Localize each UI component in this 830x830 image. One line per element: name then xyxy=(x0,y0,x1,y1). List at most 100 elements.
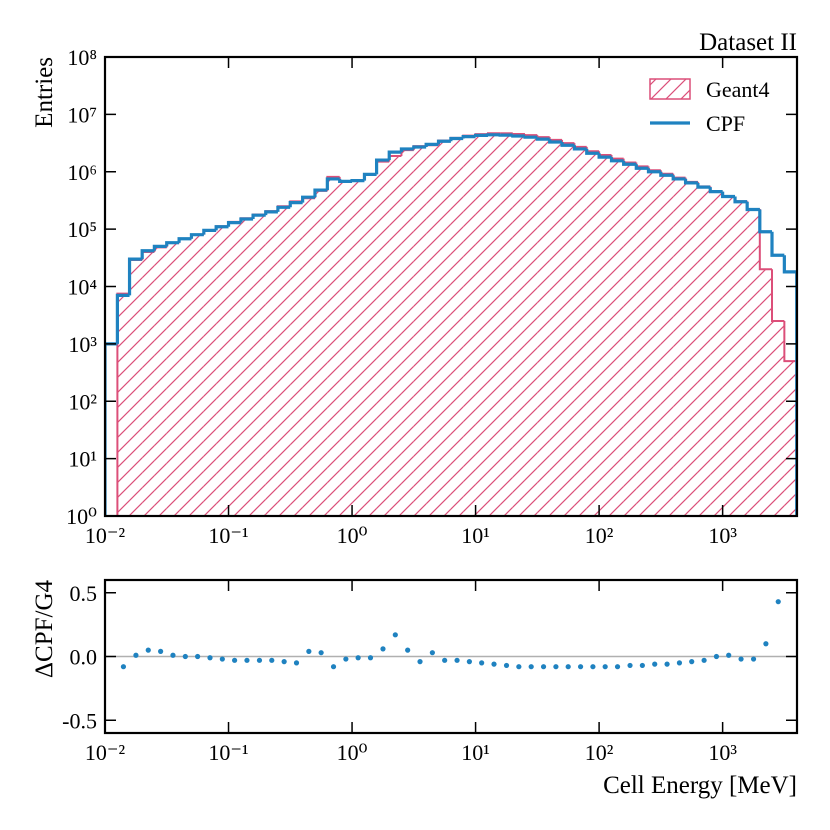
hatched-bar xyxy=(179,238,192,516)
hatched-bar xyxy=(512,133,525,516)
hatched-bar xyxy=(735,201,748,516)
point xyxy=(367,655,374,661)
hist-outline xyxy=(758,209,772,271)
hatched-bar xyxy=(697,186,711,516)
step-line xyxy=(301,195,315,203)
y-tick-label: 10⁶ xyxy=(67,160,97,185)
step-line xyxy=(424,142,439,148)
hatched-bar xyxy=(673,177,686,516)
x-tick-label: 10² xyxy=(585,740,614,765)
legend-swatch xyxy=(649,78,691,100)
hatched-bar xyxy=(562,143,575,516)
point xyxy=(380,646,386,652)
hatched-bar xyxy=(253,214,266,516)
step-line xyxy=(362,172,377,181)
hist-outline xyxy=(647,166,661,172)
y-tick-label: 10² xyxy=(68,389,97,414)
plot-area xyxy=(105,132,797,516)
point xyxy=(133,652,139,658)
point xyxy=(763,641,769,647)
y-tick-label: 0.5 xyxy=(70,581,98,606)
point xyxy=(775,599,781,605)
point xyxy=(207,655,213,661)
hatched-bar xyxy=(524,135,538,516)
point xyxy=(306,648,312,655)
point xyxy=(553,664,559,670)
step-line xyxy=(572,145,587,151)
step-line xyxy=(535,137,550,141)
step-line xyxy=(325,177,340,191)
step-line xyxy=(733,196,748,204)
hist-outline xyxy=(746,201,760,211)
point xyxy=(293,660,300,666)
hatched-bar xyxy=(487,133,501,516)
hist-outline xyxy=(684,177,698,183)
x-tick-label: 10¹ xyxy=(461,740,490,765)
step-line xyxy=(473,133,488,138)
step-line xyxy=(609,157,624,163)
hatched-bar xyxy=(475,134,488,516)
step-line xyxy=(338,178,353,183)
step-line xyxy=(708,187,723,194)
point xyxy=(145,647,151,653)
hatched-bar xyxy=(129,259,143,516)
y-axis-label: ΔCPF/G4 xyxy=(31,580,58,679)
step-line xyxy=(387,150,402,161)
x-tick-label: 10⁰ xyxy=(337,523,368,548)
hatched-bar xyxy=(426,145,439,516)
hatched-bar xyxy=(772,321,785,516)
step-line xyxy=(486,133,501,137)
point xyxy=(392,632,398,638)
step-line xyxy=(226,220,241,227)
hatched-bar xyxy=(710,191,723,516)
y-tick-label: 0.0 xyxy=(70,645,98,670)
y-tick-label: 10⁴ xyxy=(67,275,97,300)
y-tick-label: 10⁸ xyxy=(67,45,97,70)
hatched-bar xyxy=(599,154,612,516)
step-line xyxy=(127,257,143,296)
hatched-bar xyxy=(339,180,353,516)
step-line xyxy=(165,241,180,247)
hatched-bar xyxy=(463,135,476,516)
step-line xyxy=(461,134,476,139)
step-line xyxy=(449,136,464,142)
point xyxy=(639,662,645,669)
step-line xyxy=(177,237,192,243)
point xyxy=(614,664,621,670)
step-line xyxy=(436,139,451,145)
y-tick-label: -0.5 xyxy=(62,708,97,733)
step-line xyxy=(115,293,130,344)
point xyxy=(701,657,707,663)
hatched-bar xyxy=(784,361,797,516)
point xyxy=(503,662,510,669)
point xyxy=(182,653,188,660)
point xyxy=(219,656,225,662)
hist-outline xyxy=(548,137,563,141)
step-line xyxy=(523,135,538,139)
x-axis-label: Cell Energy [MeV] xyxy=(603,772,797,799)
step-line xyxy=(560,142,575,147)
step-line xyxy=(350,179,365,183)
point xyxy=(479,660,485,666)
point xyxy=(602,664,608,670)
point xyxy=(528,664,534,670)
point xyxy=(664,661,670,667)
hist-outline xyxy=(598,151,612,156)
point xyxy=(466,659,472,665)
hatched-bar xyxy=(611,158,624,516)
x-tick-label: 10³ xyxy=(708,740,737,765)
hatched-bar xyxy=(117,293,130,516)
point xyxy=(195,653,201,660)
step-line xyxy=(548,139,563,144)
hatched-bar xyxy=(401,150,414,516)
point xyxy=(491,661,497,667)
step-line xyxy=(189,233,204,239)
y-tick-label: 10⁵ xyxy=(67,217,97,242)
point xyxy=(590,664,596,670)
step-line xyxy=(140,249,155,260)
hatched-bar xyxy=(191,234,204,516)
step-line xyxy=(412,145,427,149)
step-line xyxy=(671,175,686,181)
point xyxy=(343,656,349,662)
hist-outline xyxy=(116,292,130,516)
